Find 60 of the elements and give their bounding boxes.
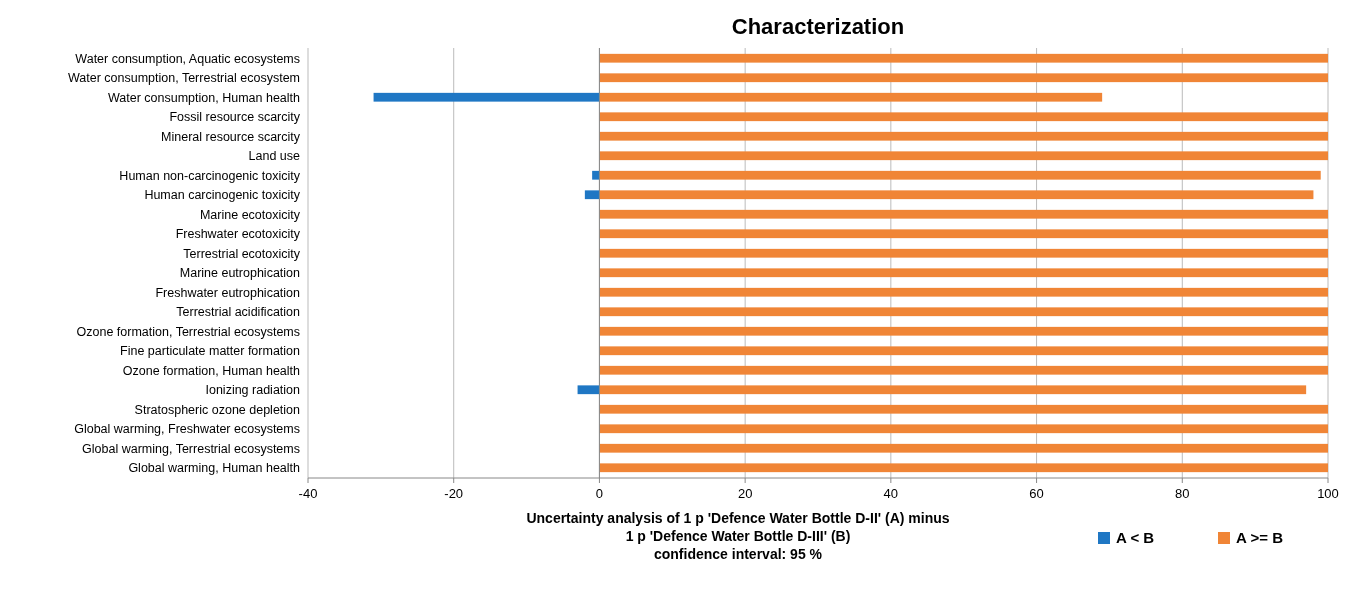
bar bbox=[599, 287, 1328, 297]
bar bbox=[599, 131, 1328, 141]
y-tick-label: Fossil resource scarcity bbox=[169, 110, 301, 125]
bar bbox=[599, 151, 1328, 161]
y-tick-label: Ozone formation, Human health bbox=[122, 363, 301, 378]
y-tick-label: Ionizing radiation bbox=[205, 383, 301, 398]
bar bbox=[373, 92, 600, 102]
x-tick-label: 0 bbox=[595, 486, 604, 501]
x-axis-title: Uncertainty analysis of 1 p 'Defence Water Bottle D-II' (A) minus 1 p 'Defence Water Bottle D-III' (B) confidence interval: 95 % bbox=[526, 510, 950, 562]
bar bbox=[584, 190, 600, 200]
bar bbox=[599, 209, 1328, 219]
bar bbox=[599, 326, 1328, 336]
bar bbox=[599, 346, 1328, 356]
y-tick-label: Global warming, Freshwater ecosystems bbox=[74, 422, 300, 437]
x-tick-label: -20 bbox=[444, 486, 464, 501]
bar bbox=[599, 229, 1328, 239]
x-tick-label: 60 bbox=[1029, 486, 1044, 501]
bar bbox=[599, 73, 1328, 83]
y-tick-label: Terrestrial ecotoxicity bbox=[183, 246, 301, 261]
x-tick-label: 40 bbox=[883, 486, 899, 501]
y-tick-label: Stratospheric ozone depletion bbox=[134, 402, 301, 417]
y-tick-label: Water consumption, Human health bbox=[108, 90, 301, 105]
y-tick-label: Water consumption, Aquatic ecosystems bbox=[75, 51, 300, 66]
y-tick-label: Human non-carcinogenic toxicity bbox=[119, 168, 301, 183]
bar bbox=[599, 190, 1314, 200]
bar bbox=[577, 385, 600, 395]
y-tick-label: Human carcinogenic toxicity bbox=[144, 188, 301, 203]
y-tick-label: Global warming, Human health bbox=[128, 461, 301, 476]
bar bbox=[599, 307, 1328, 317]
bar bbox=[599, 248, 1328, 258]
y-tick-label: Marine ecotoxicity bbox=[199, 207, 301, 222]
y-tick-label: Freshwater ecotoxicity bbox=[175, 227, 301, 242]
bar bbox=[599, 385, 1307, 395]
y-tick-label: Freshwater eutrophication bbox=[155, 285, 301, 300]
bar bbox=[599, 112, 1328, 122]
bar bbox=[599, 463, 1328, 473]
bar bbox=[599, 170, 1321, 180]
y-tick-label: Fine particulate matter formation bbox=[120, 344, 301, 359]
y-tick-label: Mineral resource scarcity bbox=[161, 129, 301, 144]
legend-label: A < B bbox=[1116, 529, 1155, 547]
y-tick-label: Global warming, Terrestrial ecosystems bbox=[82, 441, 300, 456]
x-tick-label: 80 bbox=[1175, 486, 1190, 501]
chart-title: Characterization bbox=[731, 14, 905, 39]
bar bbox=[599, 424, 1328, 434]
bar bbox=[599, 53, 1328, 63]
bar bbox=[599, 92, 1103, 102]
legend-label: A >= B bbox=[1236, 529, 1284, 547]
x-tick-label: -40 bbox=[298, 486, 318, 501]
x-tick-label: 20 bbox=[737, 486, 753, 501]
x-tick-label: 100 bbox=[1317, 486, 1339, 501]
bar bbox=[599, 404, 1328, 414]
y-tick-label: Terrestrial acidification bbox=[176, 305, 301, 320]
y-tick-label: Water consumption, Terrestrial ecosystem bbox=[67, 71, 300, 86]
y-tick-label: Land use bbox=[248, 149, 301, 164]
bar bbox=[599, 443, 1328, 453]
bar bbox=[599, 268, 1328, 278]
bar bbox=[599, 365, 1328, 375]
y-tick-label: Marine eutrophication bbox=[179, 266, 301, 281]
bar bbox=[592, 170, 600, 180]
y-tick-label: Ozone formation, Terrestrial ecosystems bbox=[76, 324, 300, 339]
